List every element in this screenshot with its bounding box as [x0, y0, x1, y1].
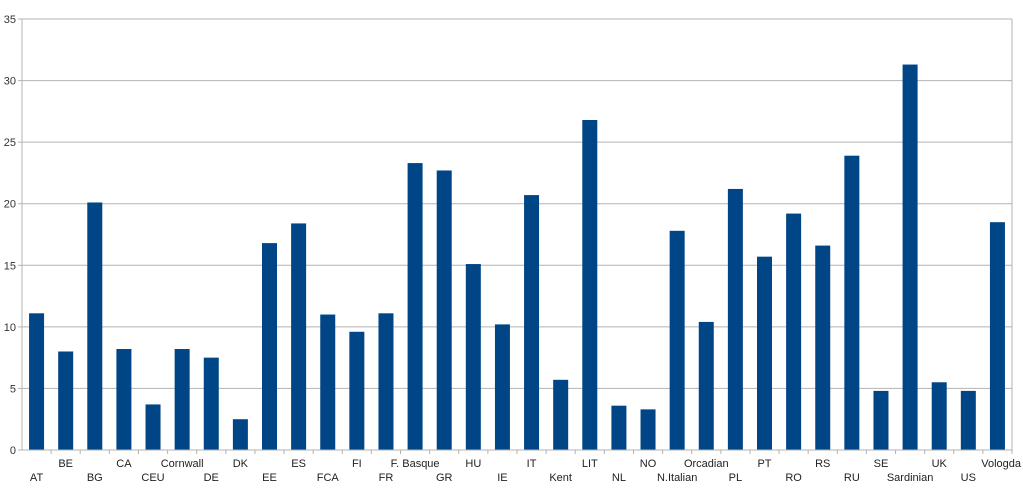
x-tick-label: NO: [640, 458, 657, 470]
x-tick-label: Vologda: [981, 458, 1022, 470]
bar-kent: [553, 379, 569, 450]
bar-ca: [116, 349, 132, 450]
x-tick-label: N.Italian: [657, 472, 697, 484]
bar-ro: [786, 213, 802, 450]
y-tick-label: 10: [4, 322, 16, 334]
x-tick-label: HU: [465, 458, 481, 470]
x-tick-label: Sardinian: [887, 472, 933, 484]
x-tick-label: IE: [497, 472, 507, 484]
bar-pl: [727, 188, 743, 450]
x-tick-label: BG: [87, 472, 103, 484]
bar-dk: [232, 419, 248, 450]
bar-nl: [611, 405, 627, 450]
x-tick-label: FR: [379, 472, 394, 484]
x-tick-label: SE: [874, 458, 889, 470]
x-tick-label: AT: [30, 472, 44, 484]
bar-ceu: [145, 404, 161, 450]
bar-hu: [465, 264, 481, 450]
y-tick-label: 30: [4, 76, 16, 88]
x-tick-label: FCA: [317, 472, 340, 484]
x-tick-label: DK: [233, 458, 249, 470]
bar-it: [524, 195, 540, 450]
y-tick-label: 20: [4, 199, 16, 211]
x-tick-label: Kent: [549, 472, 572, 484]
x-tick-label: PT: [757, 458, 771, 470]
bar-de: [203, 357, 219, 450]
bar-uk: [931, 382, 947, 450]
bar-no: [640, 409, 656, 450]
y-tick-label: 0: [10, 445, 16, 457]
x-tick-label: RO: [785, 472, 802, 484]
x-tick-label: BE: [58, 458, 73, 470]
bar-gr: [436, 170, 452, 450]
x-tick-label: Orcadian: [684, 458, 729, 470]
bar-be: [58, 351, 74, 450]
x-tick-label: CA: [116, 458, 132, 470]
x-tick-label: GR: [436, 472, 453, 484]
bar-lit: [582, 119, 598, 450]
y-axis: 0 5 10 15 20 25 30 35: [4, 14, 23, 457]
bar-orcadian: [698, 321, 714, 450]
x-tick-label: NL: [612, 472, 626, 484]
x-tick-label: Cornwall: [161, 458, 204, 470]
y-tick-label: 35: [4, 14, 16, 26]
x-tick-label: CEU: [141, 472, 164, 484]
bar-n-italian: [669, 230, 685, 450]
y-tick-label: 25: [4, 137, 16, 149]
x-tick-label: FI: [352, 458, 362, 470]
bar-fca: [320, 314, 336, 450]
x-tick-label: F. Basque: [391, 458, 440, 470]
bar-pt: [757, 256, 772, 450]
bar-f-basque: [407, 163, 423, 450]
bar-vologda: [989, 222, 1005, 450]
bar-ie: [494, 324, 510, 450]
x-tick-label: EE: [262, 472, 277, 484]
bar-ru: [844, 155, 860, 450]
x-tick-label: UK: [932, 458, 948, 470]
x-tick-label: RS: [815, 458, 830, 470]
x-tick-label: IT: [527, 458, 537, 470]
gridlines: [22, 18, 1013, 450]
bar-es: [291, 223, 307, 450]
x-tick-label: US: [961, 472, 976, 484]
bar-sardinian: [902, 64, 918, 450]
x-tick-label: PL: [729, 472, 742, 484]
bar-ee: [262, 243, 277, 450]
bar-fr: [378, 313, 394, 450]
bar-rs: [815, 245, 831, 450]
x-tick-label: ES: [291, 458, 306, 470]
bars: [29, 64, 1005, 450]
x-tick-label: LIT: [582, 458, 598, 470]
bar-at: [29, 313, 45, 450]
bar-bg: [87, 202, 103, 450]
y-tick-label: 5: [10, 383, 16, 395]
bar-us: [960, 390, 976, 450]
x-tick-label: RU: [844, 472, 860, 484]
bar-cornwall: [174, 349, 190, 450]
y-tick-label: 15: [4, 260, 16, 272]
x-tick-label: DE: [204, 472, 219, 484]
bar-se: [873, 390, 889, 450]
bar-fi: [349, 331, 365, 450]
